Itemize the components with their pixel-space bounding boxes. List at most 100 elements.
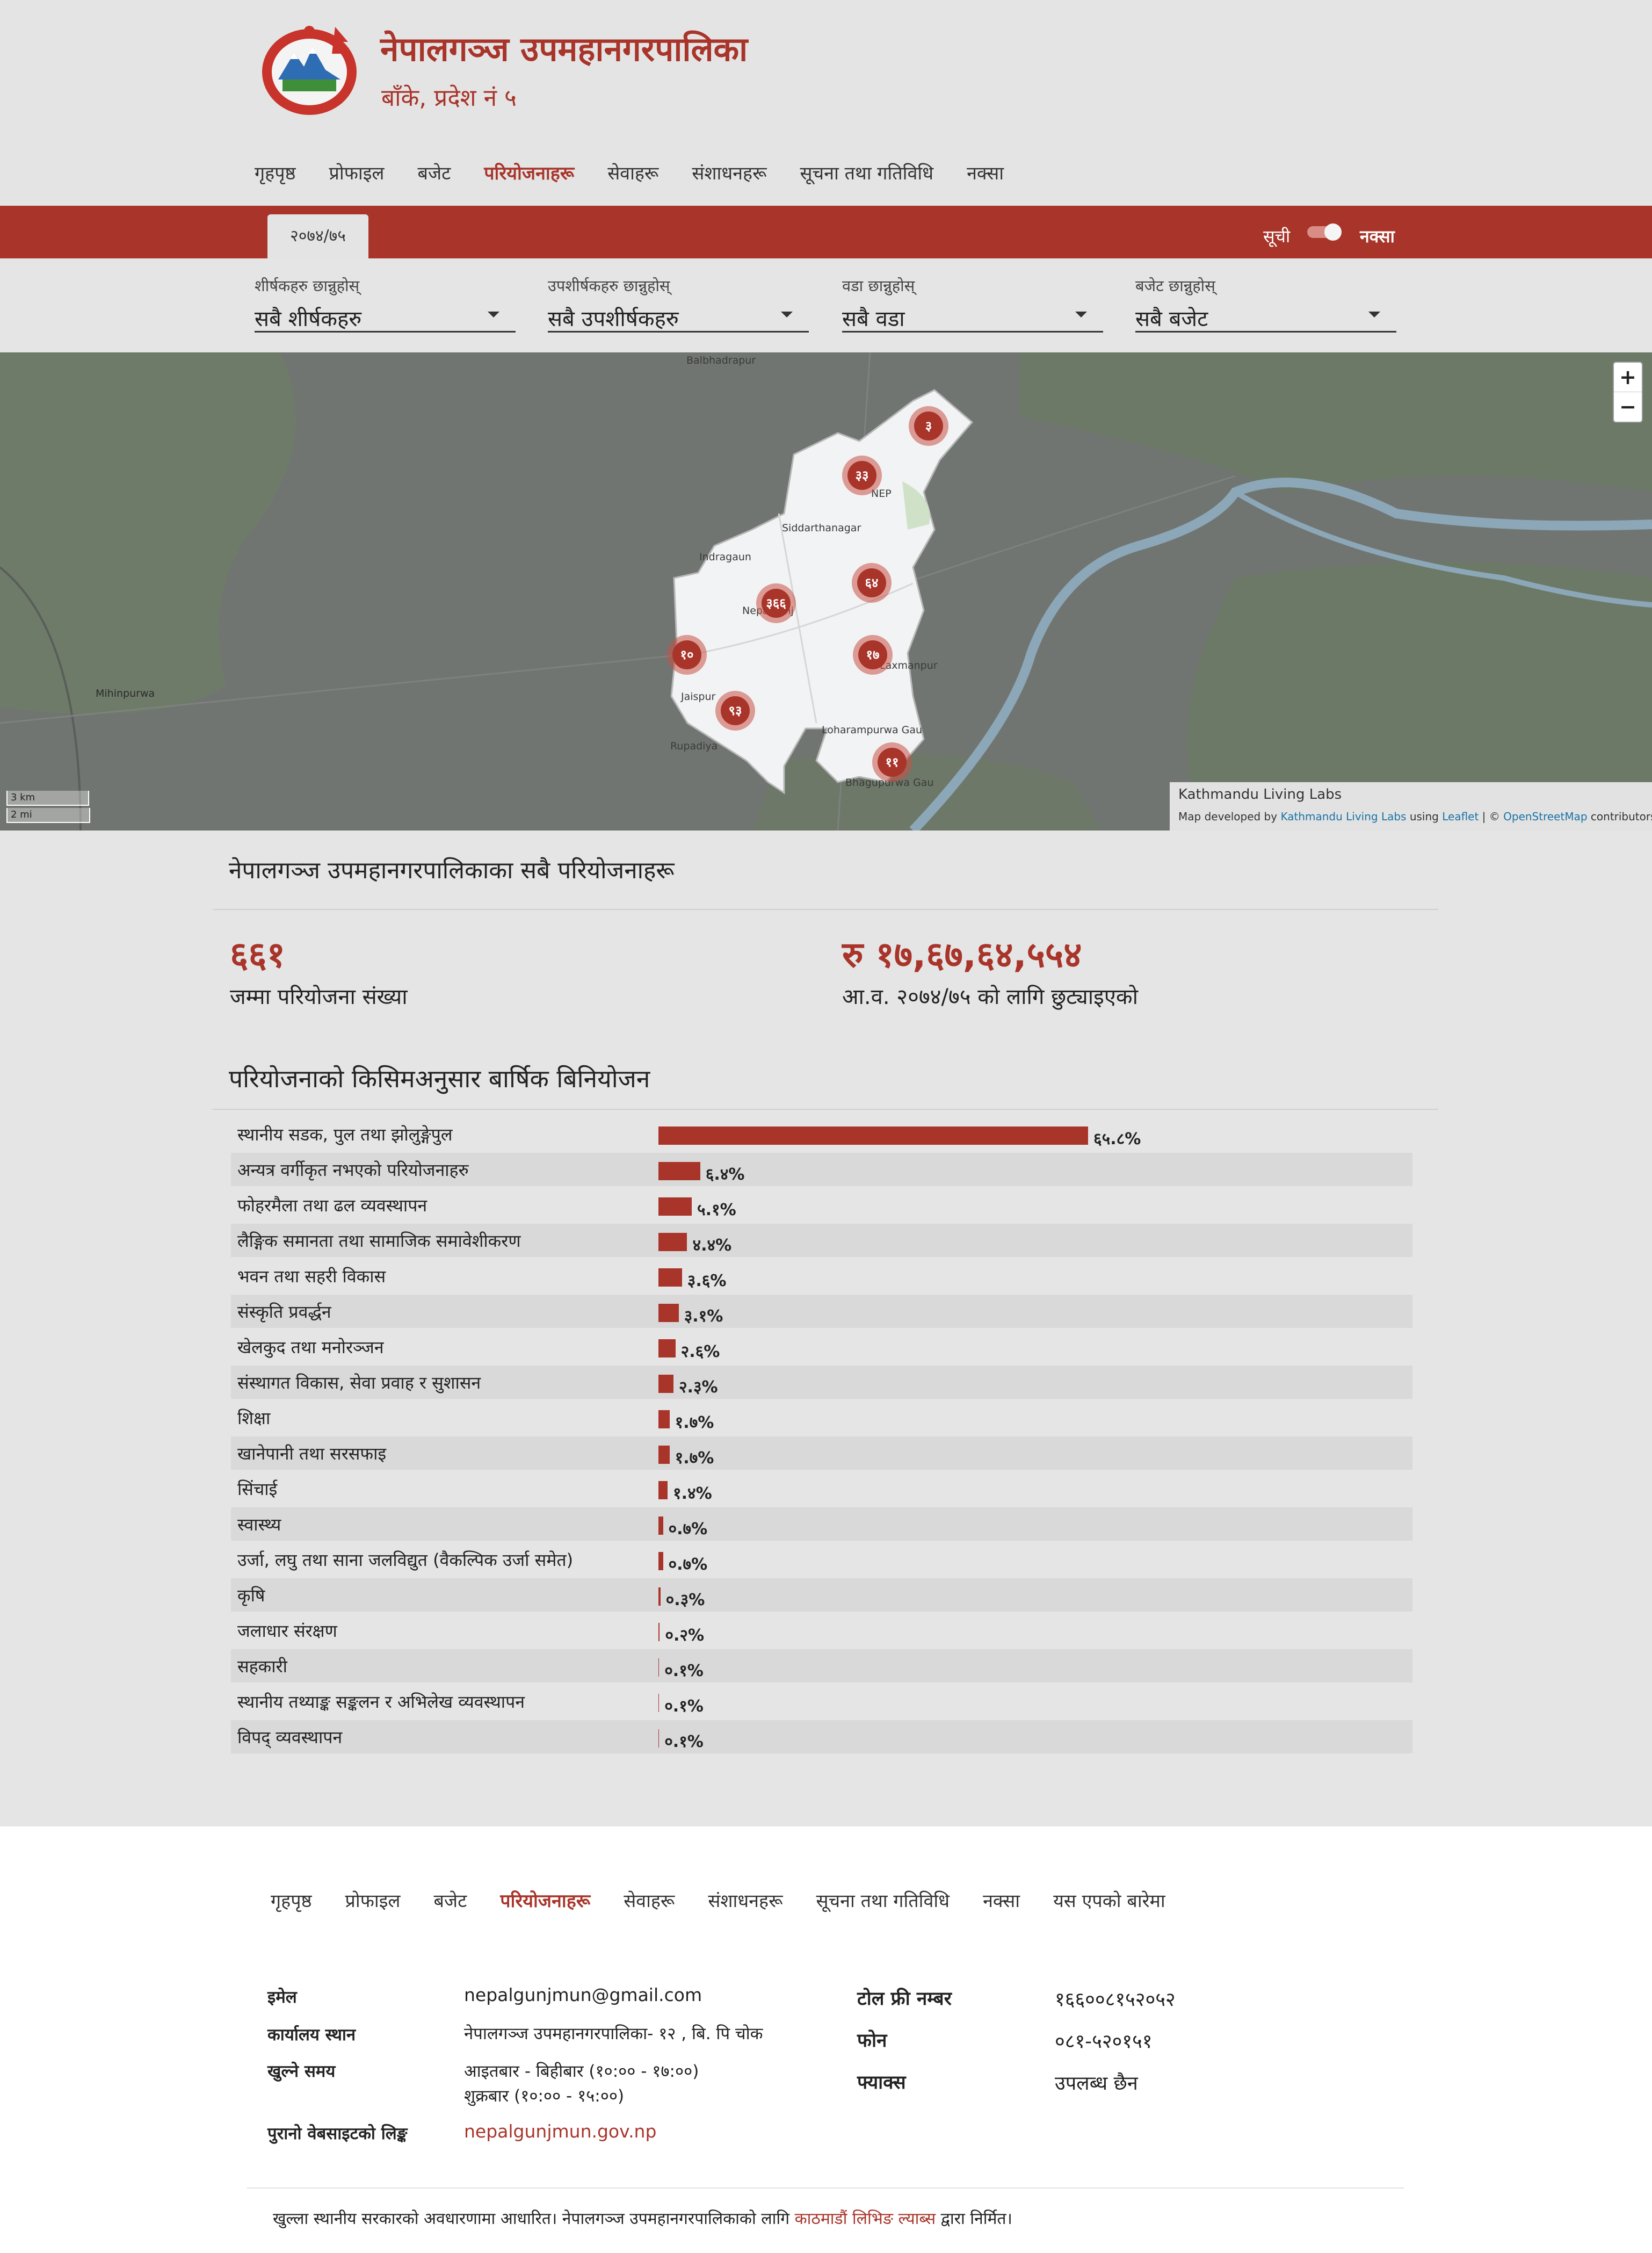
footer-email[interactable]: nepalgunjmun@gmail.com (464, 1984, 702, 2005)
caret-down-icon (488, 312, 499, 317)
footer-nav-item-5[interactable]: संशाधनहरू (708, 1890, 783, 1912)
chart-row: उर्जा, लघु तथा साना जलविद्युत (वैकल्पिक … (231, 1543, 1412, 1576)
chart-bar[interactable] (658, 1410, 670, 1428)
footer-office-label: कार्यालय स्थान (267, 2025, 356, 2045)
filter-ward-label: वडा छान्नुहोस् (842, 277, 915, 295)
footer-nav-item-0[interactable]: गृहपृष्ठ (271, 1890, 312, 1912)
filter-subheading: उपशीर्षकहरु छान्नुहोस् सबै उपशीर्षकहरु (548, 275, 809, 335)
credit-kll-link[interactable]: काठमाडौं लिभिङ ल्याब्स (794, 2209, 936, 2228)
chart-bar[interactable] (658, 1446, 670, 1464)
footer-nav-item-7[interactable]: नक्सा (983, 1890, 1020, 1912)
chart-bar[interactable] (658, 1268, 682, 1287)
chart-row: अन्यत्र वर्गीकृत नभएको परियोजनाहरु ६.४% (231, 1153, 1412, 1186)
zoom-control: + − (1613, 362, 1643, 423)
chart-row: जलाधार संरक्षण ०.२% (231, 1614, 1412, 1647)
project-cluster-marker[interactable]: ६४ (852, 563, 892, 603)
list-view-label[interactable]: सूची (1263, 226, 1291, 247)
chart-bar[interactable] (658, 1197, 692, 1216)
project-cluster-marker[interactable]: १७ (853, 635, 893, 675)
project-cluster-marker[interactable]: ३३ (842, 456, 882, 495)
chart-bar[interactable] (658, 1658, 660, 1677)
filter-heading: शीर्षकहरु छान्नुहोस् सबै शीर्षकहरु (255, 275, 516, 335)
chart-category-label: खेलकुद तथा मनोरञ्जन (237, 1337, 384, 1357)
filter-budget-select[interactable]: सबै बजेट (1135, 302, 1396, 333)
footer-fax-label: फ्याक्स (857, 2072, 906, 2093)
nav-item-6[interactable]: सूचना तथा गतिविधि (800, 163, 934, 184)
chart-bar[interactable] (658, 1729, 660, 1747)
attribution-osm-link[interactable]: OpenStreetMap (1503, 810, 1588, 823)
nav-item-4[interactable]: सेवाहरू (607, 163, 659, 184)
chart-row: संस्कृति प्रवर्द्धन ३.१% (231, 1295, 1412, 1328)
footer-nav-item-6[interactable]: सूचना तथा गतिविधि (816, 1890, 950, 1912)
chart-bar[interactable] (658, 1694, 660, 1712)
site-footer (0, 1826, 1652, 2253)
cluster-count: ९३ (721, 696, 750, 725)
chart-value-label: ०.७% (668, 1520, 708, 1539)
chart-bar[interactable] (658, 1233, 687, 1251)
filter-subheading-select[interactable]: सबै उपशीर्षकहरु (548, 302, 809, 333)
chart-bar[interactable] (658, 1126, 1088, 1145)
chart-bar[interactable] (658, 1481, 668, 1499)
zoom-in-button[interactable]: + (1614, 363, 1642, 392)
footer-nav-item-3[interactable]: परियोजनाहरू (500, 1890, 591, 1912)
chart-bar[interactable] (658, 1162, 700, 1180)
project-cluster-marker[interactable]: ११ (872, 742, 912, 782)
caret-down-icon (781, 312, 793, 317)
footer-nav-item-1[interactable]: प्रोफाइल (345, 1890, 401, 1912)
nav-item-5[interactable]: संशाधनहरू (692, 163, 767, 184)
fiscal-year-tab[interactable]: २०७४/७५ (267, 214, 368, 258)
attribution-leaflet-link[interactable]: Leaflet (1442, 810, 1479, 823)
project-cluster-marker[interactable]: १० (667, 635, 707, 675)
footer-old-site-link[interactable]: nepalgunjmun.gov.np (464, 2121, 657, 2142)
filter-ward-select[interactable]: सबै वडा (842, 302, 1103, 333)
chart-value-label: ५.१% (697, 1201, 736, 1219)
chart-value-label: ०.७% (668, 1555, 708, 1574)
chart-row: स्थानीय सडक, पुल तथा झोलुङ्गेपुल ६५.८% (231, 1117, 1412, 1151)
map-view-label[interactable]: नक्सा (1360, 226, 1395, 247)
chart-bar[interactable] (658, 1587, 661, 1606)
chart-category-label: कृषि (237, 1585, 265, 1606)
cluster-count: १७ (858, 640, 887, 669)
attribution-using: using (1406, 810, 1443, 823)
map-tiles[interactable] (0, 352, 1652, 831)
project-map[interactable]: Balbhadrapur Siddarthanagar Indragaun Ne… (0, 352, 1652, 831)
divider (213, 909, 1438, 910)
nav-item-0[interactable]: गृहपृष्ठ (255, 163, 296, 184)
footer-nav-item-8[interactable]: यस एपको बारेमा (1053, 1890, 1165, 1912)
chart-row: सिंचाई १.४% (231, 1472, 1412, 1505)
municipality-emblem-icon[interactable] (257, 20, 362, 118)
footer-nav-item-2[interactable]: बजेट (433, 1890, 467, 1912)
chart-bar[interactable] (658, 1623, 660, 1641)
view-toggle-switch[interactable] (1306, 222, 1344, 242)
footer-old-site-label: पुरानो वेबसाइटको लिङ्क (267, 2124, 408, 2143)
chart-value-label: २.६% (680, 1342, 720, 1361)
chart-value-label: ६.४% (705, 1165, 745, 1184)
caret-down-icon (1075, 312, 1087, 317)
summary-title: नेपालगञ्ज उपमहानगरपालिकाका सबै परियोजनाह… (229, 857, 675, 884)
project-cluster-marker[interactable]: ३ (909, 406, 948, 446)
chart-category-label: स्थानीय सडक, पुल तथा झोलुङ्गेपुल (237, 1124, 453, 1145)
chart-bar[interactable] (658, 1552, 663, 1570)
map-attribution: Kathmandu Living Labs Map developed by K… (1170, 782, 1652, 831)
footer-credit: खुल्ला स्थानीय सरकारको अवधारणामा आधारित।… (273, 2207, 1012, 2229)
zoom-out-button[interactable]: − (1619, 395, 1636, 418)
chart-bar[interactable] (658, 1339, 676, 1357)
chart-row: लैङ्गिक समानता तथा सामाजिक समावेशीकरण ४.४… (231, 1224, 1412, 1257)
nav-item-7[interactable]: नक्सा (967, 163, 1004, 184)
chart-bar[interactable] (658, 1375, 673, 1393)
nav-item-3[interactable]: परियोजनाहरू (484, 163, 575, 184)
attribution-kll-link[interactable]: Kathmandu Living Labs (1280, 810, 1407, 823)
attribution-suffix: contributors (1587, 810, 1652, 823)
chart-value-label: ०.२% (665, 1626, 705, 1645)
footer-office: नेपालगञ्ज उपमहानगरपालिका- १२ , बि. पि चो… (464, 2024, 763, 2043)
nav-item-2[interactable]: बजेट (417, 163, 451, 184)
filter-heading-select[interactable]: सबै शीर्षकहरु (255, 302, 516, 333)
project-cluster-marker[interactable]: ३६६ (756, 583, 796, 623)
footer-email-label: इमेल (267, 1988, 297, 2007)
chart-bar[interactable] (658, 1517, 663, 1535)
nav-item-1[interactable]: प्रोफाइल (329, 163, 385, 184)
project-cluster-marker[interactable]: ९३ (715, 691, 755, 731)
site-title[interactable]: नेपालगञ्ज उपमहानगरपालिका (380, 30, 748, 69)
footer-nav-item-4[interactable]: सेवाहरू (624, 1890, 675, 1912)
chart-bar[interactable] (658, 1304, 679, 1322)
